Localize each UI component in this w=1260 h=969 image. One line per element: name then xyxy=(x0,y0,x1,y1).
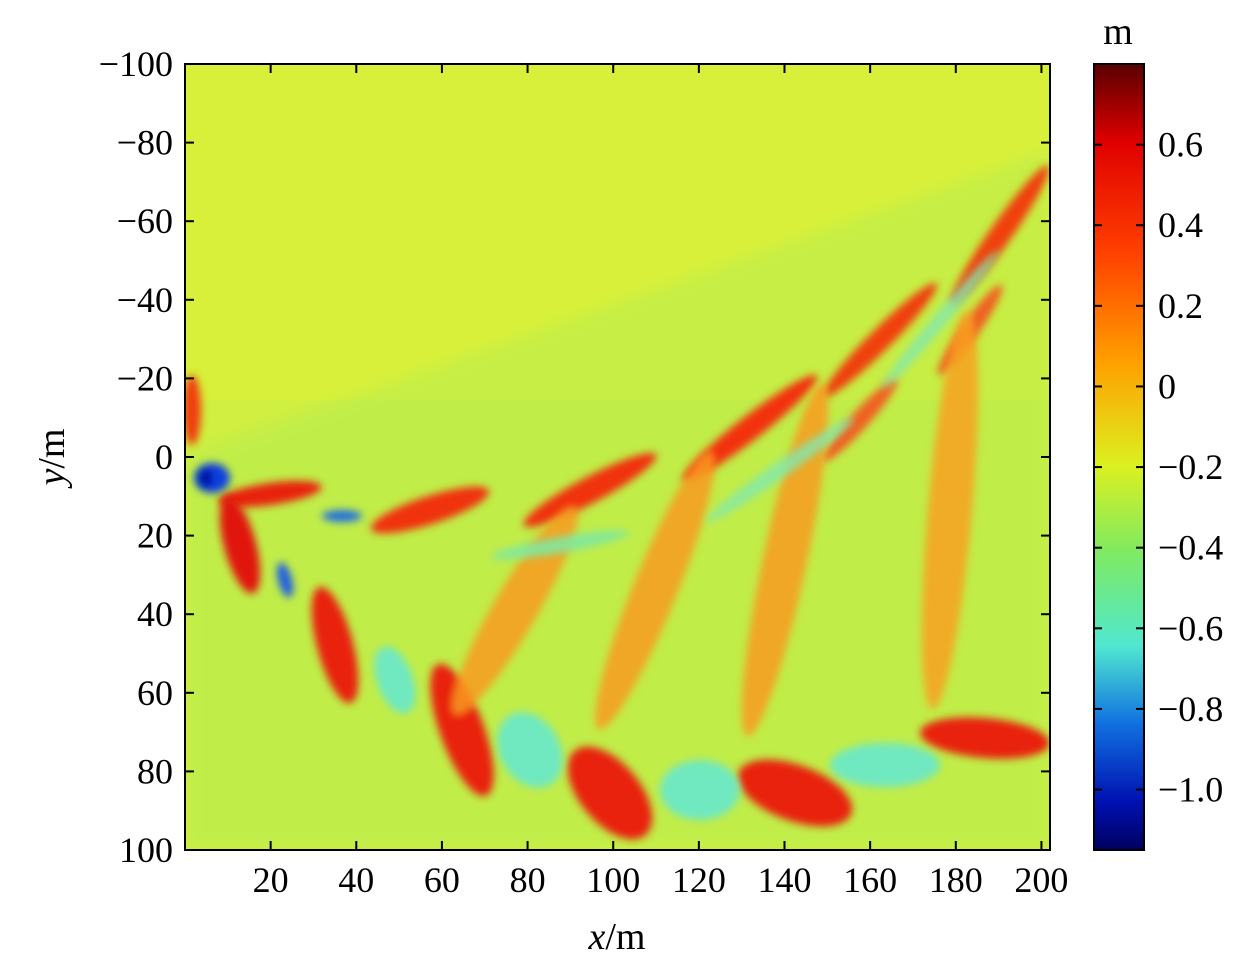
x-tick-label: 160 xyxy=(843,860,897,900)
colorbar-tick-label: −0.2 xyxy=(1158,447,1223,487)
colorbar: m 0.6 0.4 0.2 0 −0.2 −0.4 −0.6 −0.8 −1.0 xyxy=(1093,11,1223,851)
colorbar-tick-label: −0.6 xyxy=(1158,608,1223,648)
y-tick-label: −100 xyxy=(99,44,173,84)
y-axis-label: y/m xyxy=(31,429,73,490)
y-tick-label: 80 xyxy=(137,751,173,791)
x-tick-label: 60 xyxy=(424,860,460,900)
colorbar-tick-label: −0.4 xyxy=(1158,528,1223,568)
x-tick-label: 120 xyxy=(672,860,726,900)
y-axis-ticks: −100 −80 −60 −40 −20 0 20 40 60 80 100 xyxy=(99,44,1050,870)
colorbar-tick-label: 0.4 xyxy=(1158,205,1203,245)
heatmap-field xyxy=(185,64,1050,850)
x-tick-label: 40 xyxy=(338,860,374,900)
y-tick-label: 100 xyxy=(119,830,173,870)
y-tick-label: 0 xyxy=(155,437,173,477)
y-tick-label: −60 xyxy=(117,201,173,241)
colorbar-tick-label: −1.0 xyxy=(1158,770,1223,810)
y-tick-label: 20 xyxy=(137,516,173,556)
wave-troughs xyxy=(194,250,999,820)
colorbar-tick-label: 0.6 xyxy=(1158,125,1203,165)
x-tick-label: 80 xyxy=(510,860,546,900)
x-tick-label: 140 xyxy=(758,860,812,900)
x-tick-label: 100 xyxy=(586,860,640,900)
transverse-wave-crests xyxy=(185,310,1050,840)
colorbar-unit-label: m xyxy=(1103,11,1133,53)
x-axis-label: x/m xyxy=(588,916,646,958)
y-tick-label: −40 xyxy=(117,280,173,320)
colorbar-tick-label: 0.2 xyxy=(1158,286,1203,326)
x-tick-label: 180 xyxy=(929,860,983,900)
y-tick-label: −80 xyxy=(117,123,173,163)
colorbar-tick-label: −0.8 xyxy=(1158,689,1223,729)
y-tick-label: −20 xyxy=(117,358,173,398)
x-axis-ticks: 20 40 60 80 100 120 140 160 180 200 xyxy=(253,64,1068,900)
y-tick-label: 40 xyxy=(137,594,173,634)
x-tick-label: 200 xyxy=(1014,860,1068,900)
colorbar-tick-label: 0 xyxy=(1158,366,1176,406)
colorbar-gradient xyxy=(1093,63,1145,851)
x-tick-label: 20 xyxy=(253,860,289,900)
colorbar-ticks: 0.6 0.4 0.2 0 −0.2 −0.4 −0.6 −0.8 −1.0 xyxy=(1094,125,1223,810)
y-tick-label: 60 xyxy=(137,673,173,713)
